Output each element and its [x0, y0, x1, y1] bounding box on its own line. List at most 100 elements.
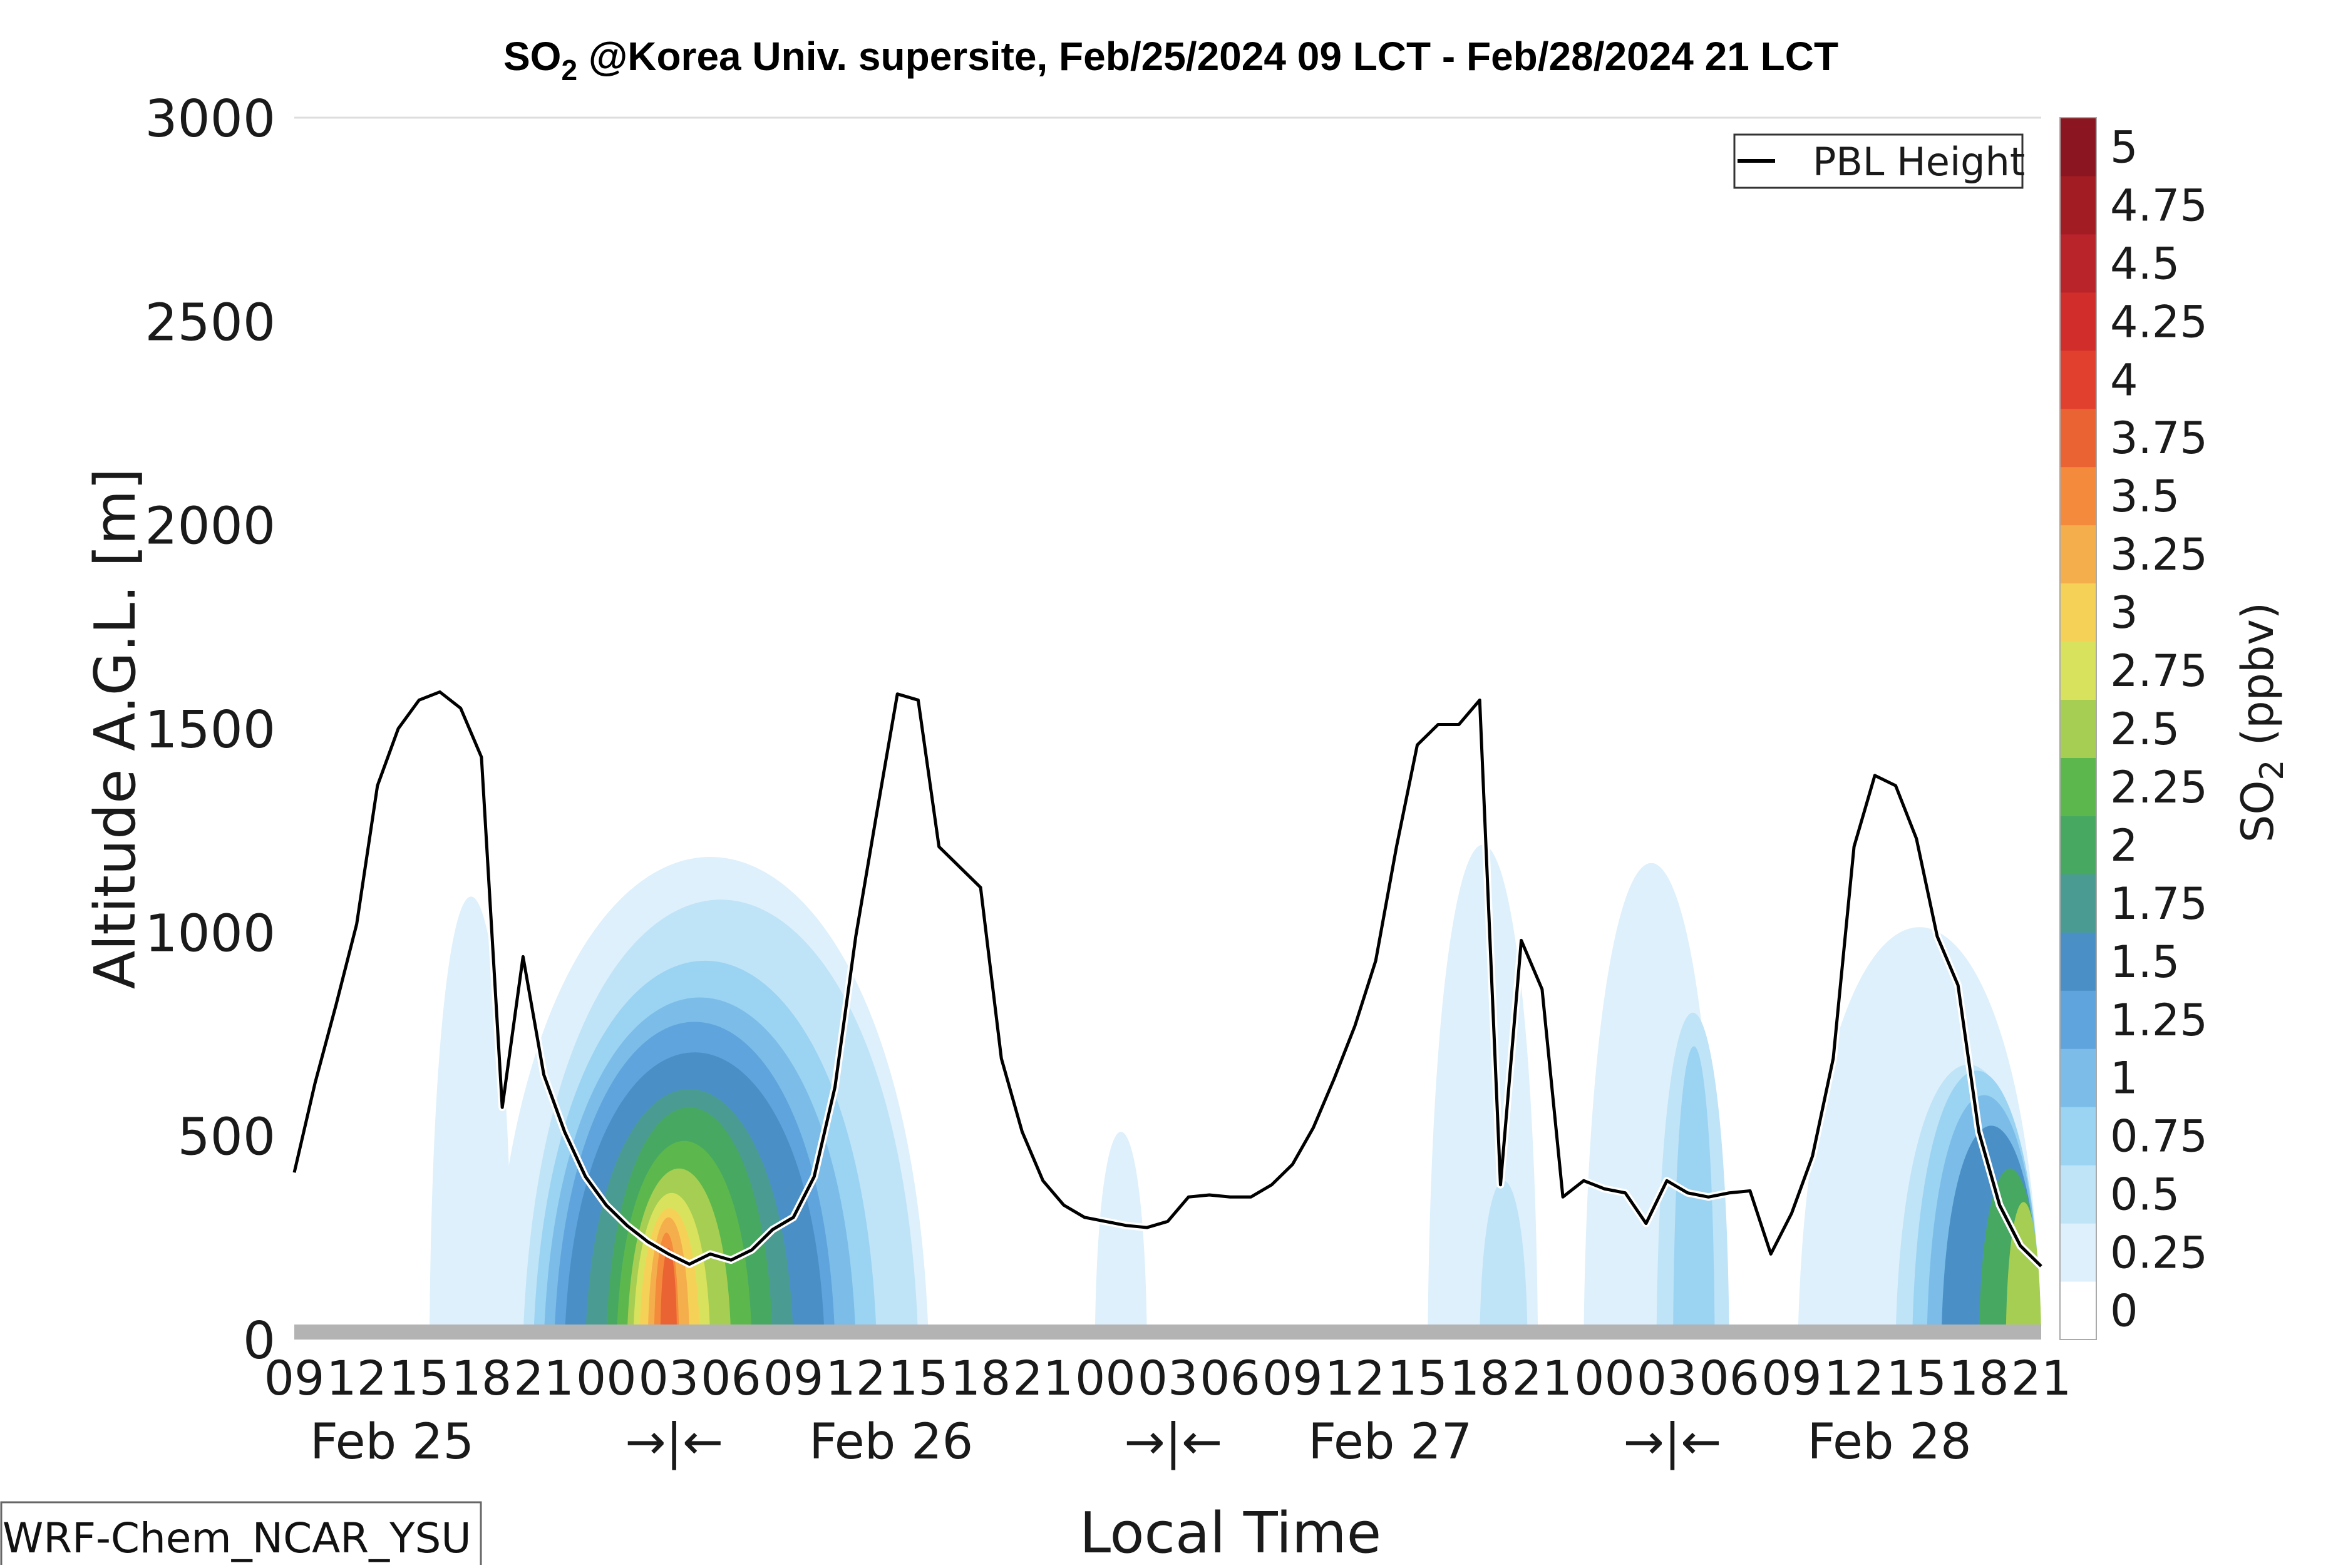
colorbar-label: SO2 (ppbv) [2232, 602, 2291, 843]
colorbar-segment-6 [2060, 932, 2096, 991]
colorbar-segment-15 [2060, 408, 2096, 468]
chart-title-post: @Korea Univ. supersite, Feb/25/2024 09 L… [577, 34, 1838, 79]
colorbar-segment-19 [2060, 175, 2096, 235]
colorbar-segment-16 [2060, 350, 2096, 409]
hour-label-17: 12 [1325, 1350, 1386, 1406]
hour-label-16: 09 [1262, 1350, 1323, 1406]
y-tick-1000: 1000 [145, 904, 275, 963]
hour-label-14: 03 [1138, 1350, 1198, 1406]
hour-label-8: 09 [763, 1350, 824, 1406]
date-label-0: Feb 25 [310, 1414, 474, 1470]
colorbar-label-pre: SO [2232, 781, 2284, 843]
colorbar-tick-5: 1.25 [2110, 995, 2208, 1046]
colorbar [2059, 117, 2097, 1340]
colorbar-tick-18: 4.5 [2110, 238, 2180, 289]
hour-label-27: 18 [1949, 1350, 2009, 1406]
colorbar-segment-8 [2060, 816, 2096, 874]
hour-label-13: 00 [1075, 1350, 1136, 1406]
colorbar-segment-10 [2060, 699, 2096, 758]
y-tick-1500: 1500 [145, 700, 275, 760]
colorbar-tick-17: 4.25 [2110, 296, 2208, 347]
chart-title-sub: 2 [561, 54, 577, 86]
hour-label-25: 12 [1824, 1350, 1885, 1406]
colorbar-segment-4 [2060, 1048, 2096, 1107]
colorbar-tick-15: 3.75 [2110, 412, 2208, 464]
chart-title-pre: SO [503, 34, 561, 79]
y-tick-3000: 3000 [145, 90, 275, 149]
so2-concentration-field [429, 844, 2041, 1340]
hour-label-9: 12 [825, 1350, 886, 1406]
hour-label-4: 21 [513, 1350, 574, 1406]
hour-label-12: 21 [1012, 1350, 1073, 1406]
hour-label-11: 18 [950, 1350, 1011, 1406]
hour-label-23: 06 [1699, 1350, 1759, 1406]
hour-label-19: 18 [1449, 1350, 1510, 1406]
x-axis-date-labels: Feb 25 →|← Feb 26 →|← Feb 27 →|← Feb 28 [310, 1414, 1972, 1470]
x-axis-hour-labels: 09 12 15 18 21 00 03 06 09 12 15 18 21 00 03 06 09 12 15 18… [264, 1350, 2072, 1406]
colorbar-tick-0: 0 [2110, 1286, 2138, 1337]
so2-contour-15 [660, 1248, 677, 1340]
pbl-height-line [292, 690, 2042, 1268]
colorbar-tick-1: 0.25 [2110, 1227, 2208, 1279]
colorbar-tick-16: 4 [2110, 354, 2138, 406]
hour-label-7: 06 [701, 1350, 761, 1406]
hour-label-15: 06 [1200, 1350, 1260, 1406]
colorbar-segment-17 [2060, 292, 2096, 351]
colorbar-segment-2 [2060, 1165, 2096, 1224]
colorbar-frame [2059, 117, 2097, 1340]
colorbar-segment-0 [2060, 1281, 2096, 1340]
hour-label-26: 15 [1886, 1350, 1947, 1406]
colorbar-segment-14 [2060, 466, 2096, 526]
date-label-1: →|← [625, 1414, 723, 1470]
y-tick-0: 0 [243, 1311, 275, 1371]
y-tick-500: 500 [177, 1108, 275, 1167]
legend-box [1733, 133, 2024, 189]
hour-label-1: 12 [326, 1350, 387, 1406]
hour-label-22: 03 [1637, 1350, 1697, 1406]
colorbar-tick-3: 0.75 [2110, 1111, 2208, 1162]
hour-label-3: 18 [451, 1350, 512, 1406]
hour-label-0: 09 [264, 1350, 325, 1406]
y-tick-2000: 2000 [145, 497, 275, 556]
colorbar-tick-8: 2 [2110, 820, 2138, 871]
hour-label-5: 00 [576, 1350, 637, 1406]
date-label-5: →|← [1624, 1414, 1722, 1470]
legend: PBL Height [1733, 133, 2025, 189]
colorbar-tick-6: 1.5 [2110, 936, 2180, 988]
so2-contour-16 [1094, 1132, 1147, 1340]
so2-contour-18 [1480, 1181, 1528, 1340]
colorbar-tick-10: 2.5 [2110, 704, 2180, 755]
colorbar-label-sub: 2 [2253, 759, 2291, 780]
date-label-2: Feb 26 [809, 1414, 973, 1470]
hour-label-2: 15 [389, 1350, 450, 1406]
colorbar-segment-18 [2060, 233, 2096, 293]
colorbar-tick-9: 2.25 [2110, 762, 2208, 813]
colorbar-segment-12 [2060, 583, 2096, 642]
colorbar-tick-2: 0.5 [2110, 1169, 2180, 1221]
colorbar-segment-20 [2060, 118, 2096, 177]
colorbar-tick-4: 1 [2110, 1053, 2138, 1104]
colorbar-tick-13: 3.25 [2110, 529, 2208, 580]
colorbar-tick-7: 1.75 [2110, 878, 2208, 930]
chart-title: SO2 @Korea Univ. supersite, Feb/25/2024 … [503, 34, 1838, 86]
colorbar-segment-7 [2060, 874, 2096, 933]
so2-contour-0 [429, 896, 513, 1340]
y-tick-2500: 2500 [145, 293, 275, 352]
hour-label-21: 00 [1574, 1350, 1635, 1406]
model-label-text: WRF-Chem_NCAR_YSU [3, 1514, 471, 1562]
legend-entry-pbl-height: PBL Height [1813, 139, 2025, 185]
colorbar-tick-12: 3 [2110, 587, 2138, 638]
date-label-6: Feb 28 [1807, 1414, 1971, 1470]
colorbar-segment-9 [2060, 757, 2096, 816]
colorbar-segment-11 [2060, 641, 2096, 700]
colorbar-segment-3 [2060, 1107, 2096, 1166]
x-axis-label: Local Time [1079, 1500, 1381, 1565]
y-axis-ticks: 0 500 1000 1500 2000 2500 3000 [145, 90, 275, 1371]
colorbar-tick-20: 5 [2110, 121, 2138, 173]
colorbar-segment-1 [2060, 1223, 2096, 1282]
model-label-box [0, 1501, 482, 1568]
plot-area [291, 116, 2044, 1340]
hour-label-18: 15 [1387, 1350, 1448, 1406]
